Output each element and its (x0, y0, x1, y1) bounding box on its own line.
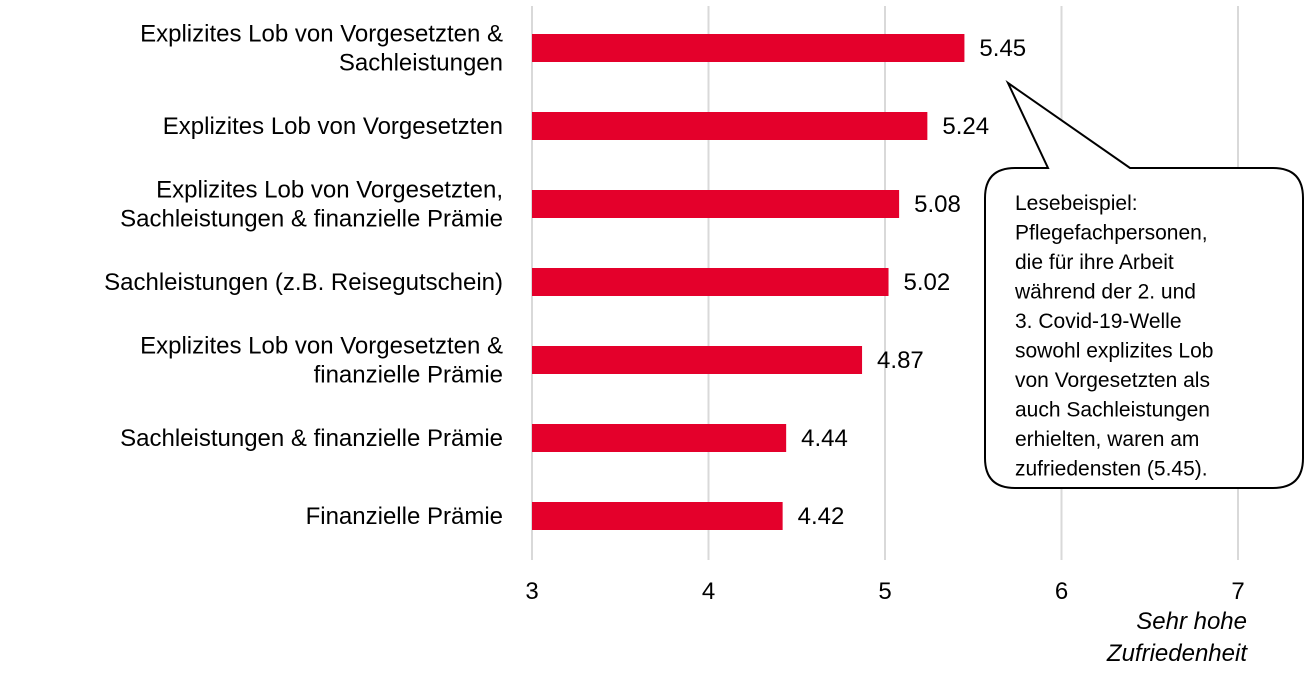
annotation: Lesebeispiel: Pflegefachpersonen, die für … (1014, 192, 1213, 481)
x-tick-label: 6 (1055, 578, 1068, 605)
data-label: 5.24 (942, 113, 989, 140)
y-tick-label: Explizites Lob von Vorgesetzten & finanzi… (140, 333, 503, 389)
bar (532, 112, 928, 140)
bar (532, 268, 889, 296)
bar (532, 346, 863, 374)
bar (532, 424, 787, 452)
y-tick-label: Explizites Lob von Vorgesetzten, Sachleis… (120, 177, 503, 233)
data-label: 5.02 (904, 269, 951, 296)
bar (532, 190, 900, 218)
bar (532, 502, 783, 530)
data-label: 4.44 (801, 425, 848, 452)
x-axis-label: Sehr hohe Zufriedenheit (1106, 608, 1248, 667)
bar (532, 34, 965, 62)
data-label: 4.42 (798, 503, 845, 530)
data-label: 5.45 (979, 35, 1026, 62)
callout-box (984, 80, 1304, 489)
y-tick-label: Finanzielle Prämie (306, 503, 503, 530)
x-tick-label: 7 (1231, 578, 1244, 605)
x-tick-label: 3 (525, 578, 538, 605)
y-tick-label: Explizites Lob von Vorgesetzten (163, 113, 503, 140)
y-tick-label: Sachleistungen & finanzielle Prämie (120, 425, 503, 452)
x-tick-label: 4 (702, 578, 715, 605)
y-tick-label: Explizites Lob von Vorgesetzten & Sachlei… (140, 21, 503, 77)
data-label: 4.87 (877, 347, 924, 374)
data-label: 5.08 (914, 191, 961, 218)
y-tick-label: Sachleistungen (z.B. Reisegutschein) (104, 269, 503, 296)
x-tick-label: 5 (878, 578, 891, 605)
